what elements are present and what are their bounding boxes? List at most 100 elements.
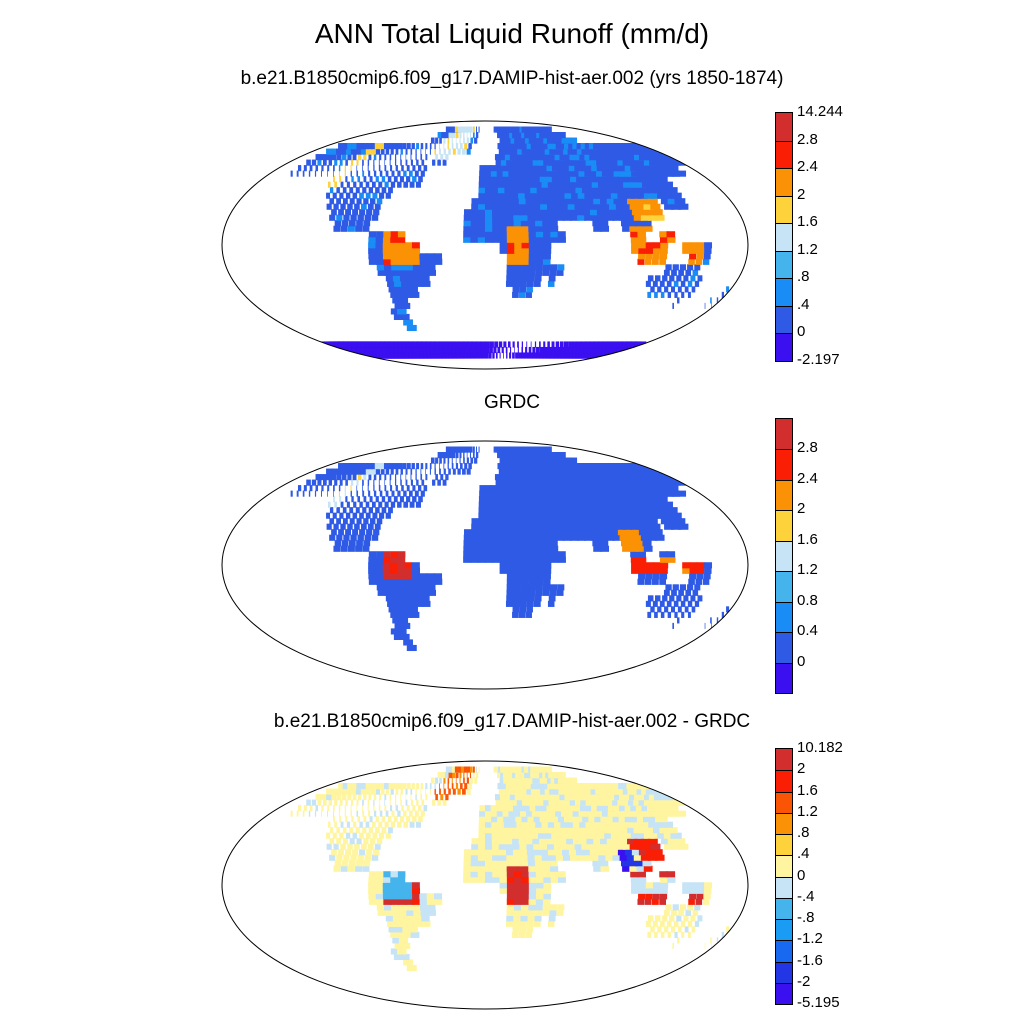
grid-cell [485, 209, 493, 216]
grid-cell [368, 810, 371, 817]
grid-cell [622, 225, 631, 232]
colorbar-label: 0.4 [797, 622, 818, 640]
grid-cell [613, 788, 630, 795]
grid-cell [425, 143, 428, 150]
grid-cell [442, 799, 447, 806]
grid-cell [529, 805, 539, 812]
grid-cell [443, 783, 445, 790]
grid-cell [594, 176, 605, 183]
grid-cell [638, 529, 649, 536]
grid-cell [513, 904, 522, 911]
grid-cell [478, 198, 486, 205]
grid-cell [696, 887, 705, 894]
grid-cell [447, 463, 449, 470]
grid-cell [619, 534, 629, 541]
grid-cell [347, 794, 352, 801]
grid-cell [663, 269, 670, 276]
grid-cell [328, 799, 333, 806]
grid-cell [507, 165, 515, 172]
grid-cell [582, 816, 593, 823]
grid-cell [636, 203, 647, 210]
grid-cell [535, 578, 544, 585]
grid-cell [630, 551, 639, 558]
grid-cell [694, 904, 701, 911]
grid-cell [620, 518, 631, 525]
grid-cell [443, 143, 445, 150]
grid-cell [521, 551, 530, 558]
grid-cell [485, 534, 493, 541]
grid-cell [594, 496, 605, 503]
grid-cell [579, 165, 591, 172]
grid-cell [455, 463, 459, 470]
grid-cell [370, 148, 376, 155]
grid-cell [557, 176, 568, 183]
grid-cell [452, 148, 456, 155]
grid-cell [390, 501, 396, 508]
grid-cell [378, 165, 381, 172]
grid-cell [519, 926, 527, 933]
grid-cell [579, 518, 589, 525]
grid-cell [333, 810, 334, 817]
grid-cell [641, 501, 654, 508]
grid-cell [610, 501, 622, 508]
grid-cell [535, 904, 543, 911]
grid-cell [315, 794, 322, 801]
grid-cell [492, 545, 501, 552]
grid-cell [492, 556, 501, 563]
grid-cell [410, 468, 413, 475]
grid-cell [613, 198, 624, 205]
grid-cell [410, 794, 412, 801]
grid-cell [540, 805, 550, 812]
grid-cell [420, 788, 422, 795]
grid-cell [466, 772, 468, 779]
grid-cell [554, 501, 564, 508]
grid-cell [594, 827, 605, 834]
grid-cell [412, 805, 416, 812]
grid-cell [606, 496, 618, 503]
grid-cell [357, 474, 362, 481]
grid-cell [365, 143, 374, 150]
grid-cell [350, 788, 358, 795]
grid-cell [696, 253, 704, 260]
grid-cell [367, 523, 374, 530]
grid-cell [547, 181, 557, 188]
grid-cell [505, 203, 514, 210]
grid-cell [340, 821, 344, 828]
grid-cell [576, 176, 587, 183]
grid-cell [336, 794, 342, 801]
grid-cell [389, 794, 392, 801]
grid-cell [349, 518, 355, 525]
grid-cell [468, 346, 475, 354]
grid-cell [390, 573, 399, 580]
grid-cell [721, 611, 725, 618]
grid-cell [485, 485, 492, 492]
grid-cell [509, 352, 512, 359]
grid-cell [425, 468, 426, 475]
grid-cell [543, 887, 552, 894]
grid-cell [568, 209, 578, 216]
grid-cell [550, 236, 559, 243]
grid-cell [390, 882, 398, 889]
grid-cell [375, 567, 384, 574]
grid-cell [362, 865, 370, 872]
grid-cell [606, 518, 617, 525]
grid-cell [512, 788, 521, 795]
grid-cell [326, 843, 332, 850]
grid-cell [345, 529, 352, 536]
grid-cell [575, 849, 585, 856]
grid-cell [342, 198, 348, 205]
grid-cell [527, 496, 536, 503]
grid-cell [498, 512, 506, 519]
grid-cell [597, 341, 605, 348]
grid-cell [355, 187, 360, 194]
grid-cell [333, 523, 339, 530]
grid-cell [652, 253, 660, 260]
grid-cell [659, 827, 672, 834]
grid-cell [534, 474, 544, 481]
grid-cell [710, 617, 712, 624]
grid-cell [510, 821, 518, 828]
grid-cell [631, 887, 639, 894]
grid-cell [534, 534, 543, 541]
grid-cell [375, 253, 384, 260]
grid-cell [548, 132, 566, 139]
